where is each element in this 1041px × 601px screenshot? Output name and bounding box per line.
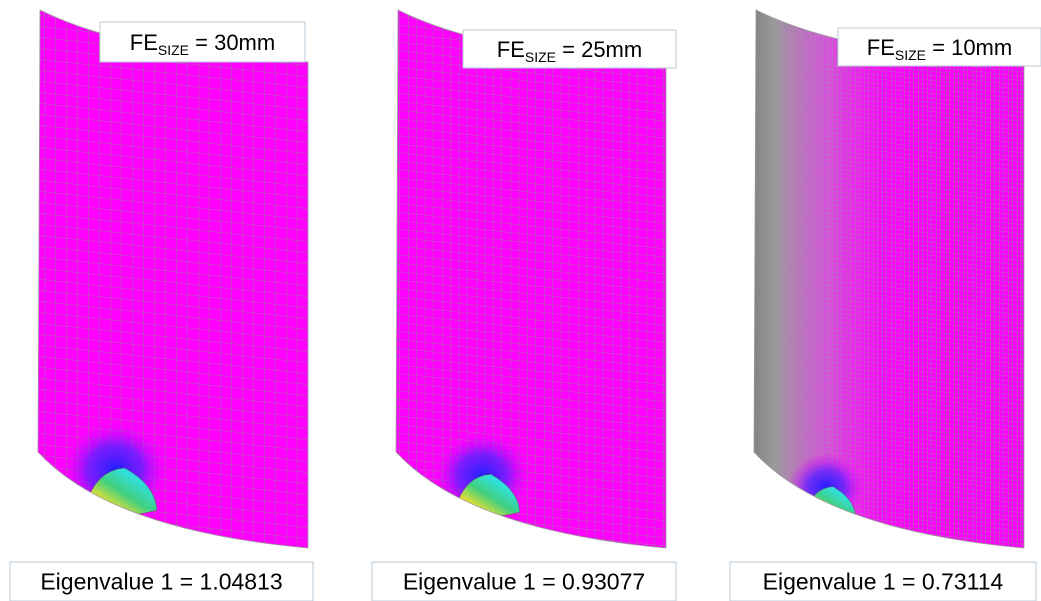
- figure: FESIZE = 30mmEigenvalue 1 = 1.04813FESIZ…: [0, 0, 1041, 601]
- size-label: FESIZE = 30mm: [130, 30, 275, 58]
- cylinder-panel: [396, 10, 666, 548]
- page: FESIZE = 30mmEigenvalue 1 = 1.04813FESIZ…: [0, 0, 1041, 601]
- label-rest: = 30mm: [189, 30, 275, 55]
- eigenvalue-caption: Eigenvalue 1 = 0.93077: [403, 569, 645, 595]
- label-main: FE: [130, 30, 158, 55]
- label-sub: SIZE: [525, 49, 556, 65]
- label-sub: SIZE: [895, 47, 926, 63]
- label-main: FE: [867, 35, 895, 60]
- eigenvalue-caption: Eigenvalue 1 = 0.73114: [763, 569, 1004, 595]
- label-rest: = 25mm: [556, 37, 642, 62]
- eigenvalue-caption: Eigenvalue 1 = 1.04813: [40, 569, 282, 595]
- cylinder-panel: [746, 0, 1026, 560]
- label-sub: SIZE: [158, 42, 189, 58]
- size-label: FESIZE = 10mm: [867, 35, 1012, 63]
- label-main: FE: [497, 37, 525, 62]
- shading: [746, 0, 1026, 560]
- cylinder-panel: [38, 10, 308, 548]
- size-label: FESIZE = 25mm: [497, 37, 642, 65]
- label-rest: = 10mm: [926, 35, 1012, 60]
